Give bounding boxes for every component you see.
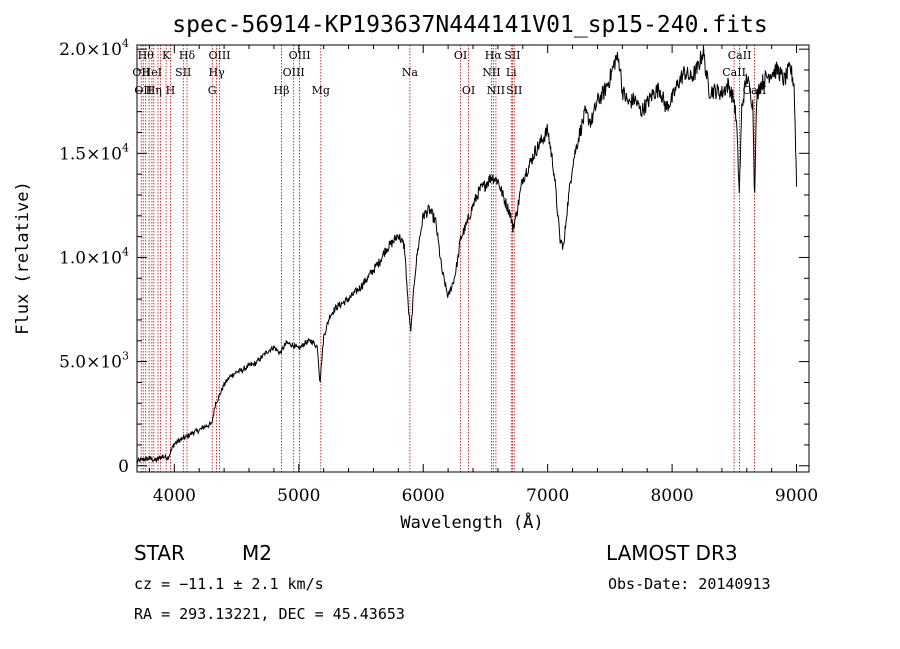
line-label: Hγ <box>209 66 226 79</box>
line-label: OIII <box>283 66 305 79</box>
y-tick-label: 2.0×104 <box>59 37 129 60</box>
line-label: HeI <box>142 66 162 79</box>
x-tick-label: 8000 <box>650 486 693 506</box>
line-label: Hδ <box>179 49 196 62</box>
line-label: CaII <box>728 49 752 62</box>
line-label: OI <box>454 49 467 62</box>
line-label: K <box>162 49 171 62</box>
line-label: Hθ <box>138 49 155 62</box>
line-label: OI <box>462 84 475 97</box>
y-tick-label: 1.5×104 <box>59 141 129 164</box>
line-label: NII <box>487 84 505 97</box>
y-tick-label: 0 <box>118 457 129 477</box>
emission-lines-layer <box>140 45 755 472</box>
x-tick-label: 6000 <box>402 486 445 506</box>
redshift-cz: cz = −11.1 ± 2.1 km/s <box>134 575 324 593</box>
y-axis-label: Flux (relative) <box>13 181 33 335</box>
subclass: M2 <box>242 541 272 565</box>
line-label: SII <box>175 66 191 79</box>
x-tick-label: 7000 <box>526 486 569 506</box>
line-label: OIII <box>289 49 311 62</box>
y-tick-label: 1.0×104 <box>59 245 129 268</box>
line-label: Hβ <box>274 84 290 97</box>
x-tick-label: 5000 <box>277 486 320 506</box>
survey-name: LAMOST DR3 <box>606 541 738 565</box>
line-label: SII <box>506 84 522 97</box>
line-labels-layer: OIIOIIHθHeIHηKHSIIHδGHγOIIIHβOIIIOIIIMgN… <box>132 49 766 97</box>
plot-frame <box>136 44 810 473</box>
x-axis: 4000 5000 6000 7000 8000 9000 <box>148 45 818 506</box>
line-label: SII <box>504 49 520 62</box>
line-label: Hη <box>146 84 162 97</box>
obs-date: Obs-Date: 20140913 <box>608 575 771 593</box>
line-label: NII <box>482 66 500 79</box>
line-label: Hα <box>485 49 503 62</box>
line-label: OIII <box>208 49 230 62</box>
line-label: Li <box>506 66 517 79</box>
line-label: Mg <box>312 84 330 97</box>
x-tick-label: 9000 <box>775 486 818 506</box>
x-axis-label: Wavelength (Å) <box>400 511 543 533</box>
y-axis: 0 5.0×103 1.0×104 1.5×104 2.0×104 <box>59 37 809 477</box>
line-label: G <box>208 84 217 97</box>
object-class: STAR <box>134 541 185 565</box>
coordinates: RA = 293.13221, DEC = 45.43653 <box>134 605 405 623</box>
x-tick-label: 4000 <box>153 486 196 506</box>
line-label: H <box>166 84 176 97</box>
chart-title: spec-56914-KP193637N444141V01_sp15-240.f… <box>172 12 767 38</box>
line-label: OII <box>134 84 152 97</box>
y-tick-label: 5.0×103 <box>59 350 129 373</box>
spectrum-line <box>136 45 798 465</box>
line-label: CaII <box>722 66 746 79</box>
line-label: Na <box>402 66 419 79</box>
